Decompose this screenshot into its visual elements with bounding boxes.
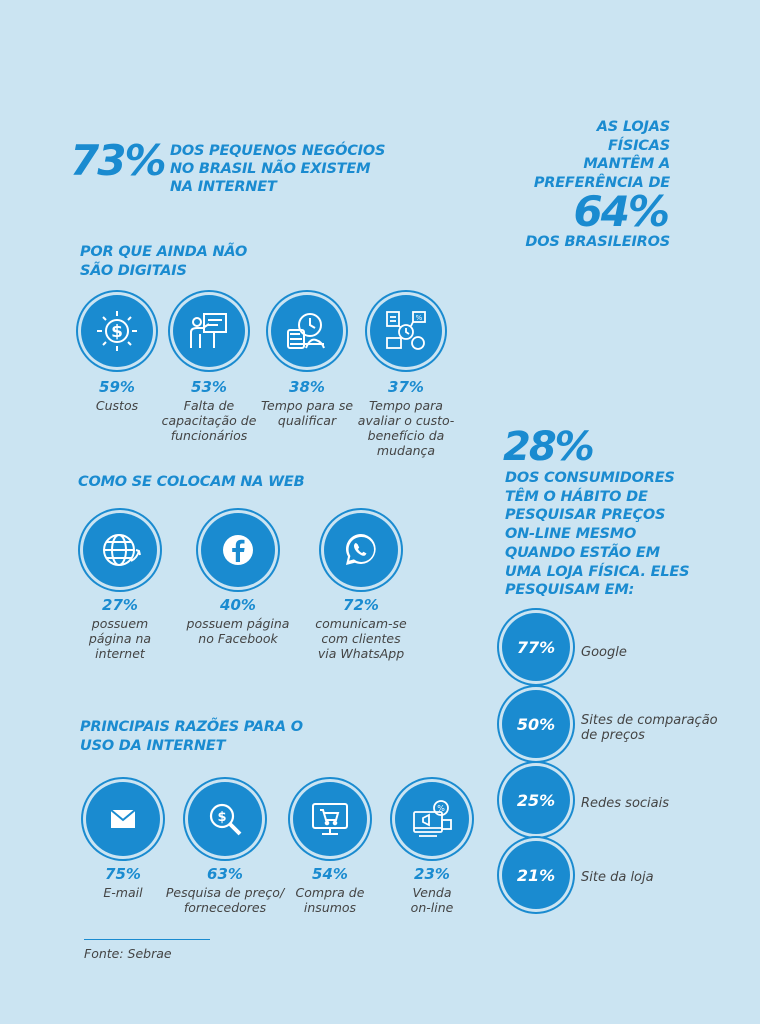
reason-item-2: 63% Pesquisa de preço/ fornecedores <box>160 865 290 915</box>
web-item-percent: 72% <box>343 596 379 614</box>
why-item-label: Tempo para avaliar o custo- benefício da… <box>357 398 455 458</box>
reason-item-percent: 75% <box>105 865 141 883</box>
source-comparison-label: Sites de comparação de preços <box>581 713 718 743</box>
web-item-1: 27% possuem página na internet <box>70 596 170 661</box>
reason-item-1: 75% E-mail <box>73 865 173 900</box>
svg-text:%: % <box>437 804 445 813</box>
consumers-text: DOS CONSUMIDORES TÊM O HÁBITO DE PESQUIS… <box>505 470 690 599</box>
reason-item-percent: 63% <box>207 865 243 883</box>
svg-text:$: $ <box>217 810 226 825</box>
why-item-label: Custos <box>95 398 139 413</box>
why-item-3: 38% Tempo para se qualificar <box>257 378 357 428</box>
reason-item-3: 54% Compra de insumos <box>280 865 380 915</box>
dollar-icon-circle: $ <box>81 295 153 367</box>
why-item-label: Tempo para se qualificar <box>260 398 354 428</box>
study-clock-icon-circle <box>271 295 343 367</box>
why-item-1: 59% Custos <box>67 378 167 413</box>
reason-item-label: Pesquisa de preço/ fornecedores <box>165 885 285 915</box>
web-item-label: comunicam-se com clientes via WhatsApp <box>315 616 407 661</box>
reason-item-label: Compra de insumos <box>295 885 365 915</box>
presentation-icon <box>190 313 227 348</box>
facebook-icon-circle <box>201 513 275 587</box>
web-item-2: 40% possuem página no Facebook <box>178 596 298 646</box>
stores-text: AS LOJAS FÍSICAS MANTÊM A PREFERÊNCIA DE <box>533 119 670 191</box>
price-search-icon-circle: $ <box>188 782 262 856</box>
reason-item-4: 23% Venda on-line <box>382 865 482 915</box>
cost-benefit-icon-circle: % <box>370 295 442 367</box>
globe-icon <box>103 534 141 566</box>
price-search-icon: $ <box>209 803 242 836</box>
cost-benefit-icon: % <box>386 311 426 350</box>
source-social-label: Redes sociais <box>581 796 670 811</box>
shopping-cart-monitor-icon <box>312 803 348 835</box>
whatsapp-icon-circle <box>324 513 398 587</box>
globe-icon-circle <box>83 513 157 587</box>
source-comparison-badge: 50% <box>502 690 570 758</box>
source-store-site-label: Site da loja <box>581 870 654 885</box>
svg-text:$: $ <box>111 322 123 342</box>
source-google-label: Google <box>581 645 627 660</box>
source-note: Fonte: Sebrae <box>84 946 172 961</box>
consumers-percent: 28% <box>503 424 595 470</box>
reason-item-label: E-mail <box>103 885 143 900</box>
reason-item-percent: 23% <box>414 865 450 883</box>
why-item-4: 37% Tempo para avaliar o custo- benefíci… <box>356 378 456 458</box>
stores-bottom-line: DOS BRASILEIROS <box>525 234 670 250</box>
email-icon <box>110 809 136 828</box>
why-item-percent: 53% <box>191 378 227 396</box>
why-item-2: 53% Falta de capacitação de funcionários <box>159 378 259 443</box>
reason-item-label: Venda on-line <box>410 885 454 915</box>
source-store-site-badge: 21% <box>502 841 570 909</box>
stores-percent: 64% <box>573 187 670 236</box>
dollar-icon: $ <box>97 311 137 351</box>
reason-item-percent: 54% <box>312 865 348 883</box>
web-item-3: 72% comunicam-se com clientes via WhatsA… <box>301 596 421 661</box>
email-icon-circle <box>86 782 160 856</box>
web-item-percent: 27% <box>102 596 138 614</box>
source-social-badge: 25% <box>502 766 570 834</box>
online-sale-icon: % <box>413 800 452 837</box>
headline-text: DOS PEQUENOS NEGÓCIOS NO BRASIL NÃO EXIS… <box>170 143 386 195</box>
internet-reasons-title: PRINCIPAIS RAZÕES PARA O USO DA INTERNET <box>80 719 303 754</box>
web-item-percent: 40% <box>220 596 256 614</box>
why-item-percent: 38% <box>289 378 325 396</box>
why-not-digital-title: POR QUE AINDA NÃO SÃO DIGITAIS <box>80 244 248 279</box>
presentation-icon-circle <box>173 295 245 367</box>
shopping-cart-monitor-icon-circle <box>293 782 367 856</box>
why-item-percent: 59% <box>99 378 135 396</box>
source-google-badge: 77% <box>502 613 570 681</box>
study-clock-icon <box>287 313 325 349</box>
web-presence-title: COMO SE COLOCAM NA WEB <box>78 474 305 490</box>
why-item-percent: 37% <box>388 378 424 396</box>
web-item-label: possuem página na internet <box>88 616 152 661</box>
headline-percent: 73% <box>70 136 167 185</box>
facebook-icon <box>223 535 253 565</box>
web-item-label: possuem página no Facebook <box>186 616 290 646</box>
svg-text:%: % <box>416 314 423 322</box>
online-sale-icon-circle: % <box>395 782 469 856</box>
source-divider <box>84 939 210 940</box>
why-item-label: Falta de capacitação de funcionários <box>161 398 257 443</box>
whatsapp-icon <box>345 534 376 565</box>
